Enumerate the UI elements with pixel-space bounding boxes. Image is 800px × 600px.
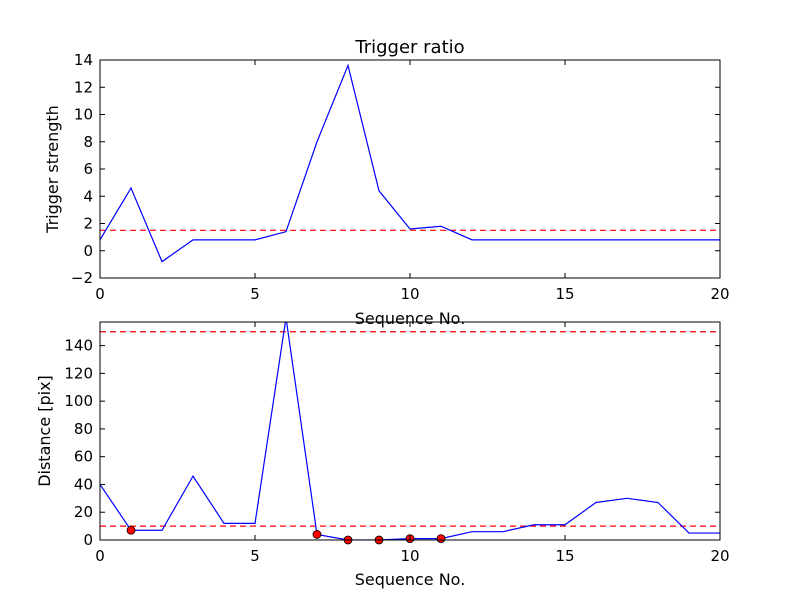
top-x-tick-label: 10	[400, 285, 419, 303]
top-series-line-0	[100, 63, 720, 263]
bottom-x-tick-label: 20	[710, 547, 729, 565]
bottom-marker-group	[126, 525, 446, 545]
top-x-tick-label: 0	[95, 285, 105, 303]
top-y-tick-label: 6	[83, 160, 93, 178]
top-y-axis-label: Trigger strength	[43, 105, 62, 234]
bottom-x-tick-label: 15	[555, 547, 574, 565]
top-axes-frame	[99, 59, 721, 279]
bottom-data-marker	[436, 534, 446, 544]
top-y-tick-label: 2	[83, 215, 93, 233]
top-y-tick-label: 14	[74, 51, 93, 69]
top-x-tick-label: 15	[555, 285, 574, 303]
top-y-tick-label: 12	[74, 78, 93, 96]
bottom-data-marker	[312, 530, 322, 539]
bottom-y-tick-label: 100	[64, 392, 93, 410]
bottom-x-axis-label: Sequence No.	[355, 570, 466, 589]
bottom-y-tick-label: 20	[74, 503, 93, 521]
bottom-y-tick-label: 60	[74, 448, 93, 466]
bottom-y-tick-label: 80	[74, 420, 93, 438]
bottom-y-axis-label: Distance [pix]	[35, 375, 54, 487]
top-x-axis-label: Sequence No.	[355, 309, 466, 328]
top-y-tick-label: 10	[74, 106, 93, 124]
bottom-y-tick-label: 140	[64, 337, 93, 355]
top-y-tick-label: −2	[71, 269, 93, 287]
bottom-x-tick-label: 0	[95, 547, 105, 565]
top-y-tick-label: 0	[83, 242, 93, 260]
bottom-axis-ticks: 0 5 10 15 20 0 20 40 60 80 100 120 140	[64, 322, 730, 565]
top-x-tick-label: 5	[250, 285, 260, 303]
bottom-threshold-lines	[100, 331, 720, 527]
bottom-y-tick-label: 40	[74, 475, 93, 493]
top-x-tick-label: 20	[710, 285, 729, 303]
top-chart-title: Trigger ratio	[354, 37, 464, 58]
bottom-axes-frame	[99, 321, 721, 541]
top-y-tick-label: 4	[83, 187, 93, 205]
top-series-group	[100, 63, 720, 263]
bottom-y-tick-label: 120	[64, 364, 93, 382]
bottom-x-tick-label: 10	[400, 547, 419, 565]
bottom-y-tick-label: 0	[83, 531, 93, 549]
bottom-x-tick-label: 5	[250, 547, 260, 565]
bottom-data-marker	[126, 525, 136, 535]
top-y-tick-label: 8	[83, 133, 93, 151]
